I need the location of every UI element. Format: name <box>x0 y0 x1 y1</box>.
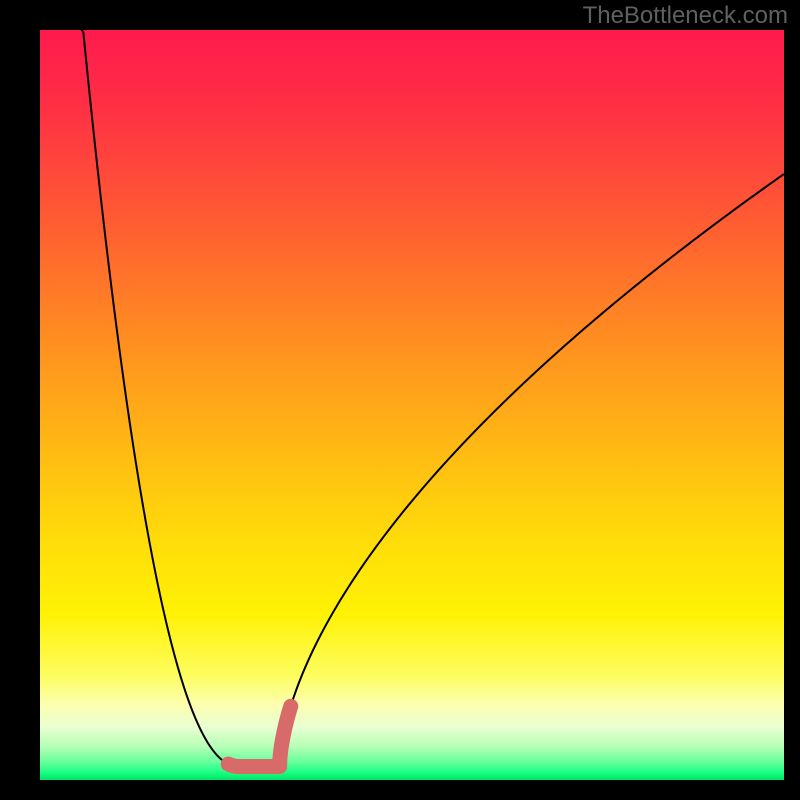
bottleneck-chart <box>0 0 800 800</box>
gradient-background <box>40 30 784 780</box>
